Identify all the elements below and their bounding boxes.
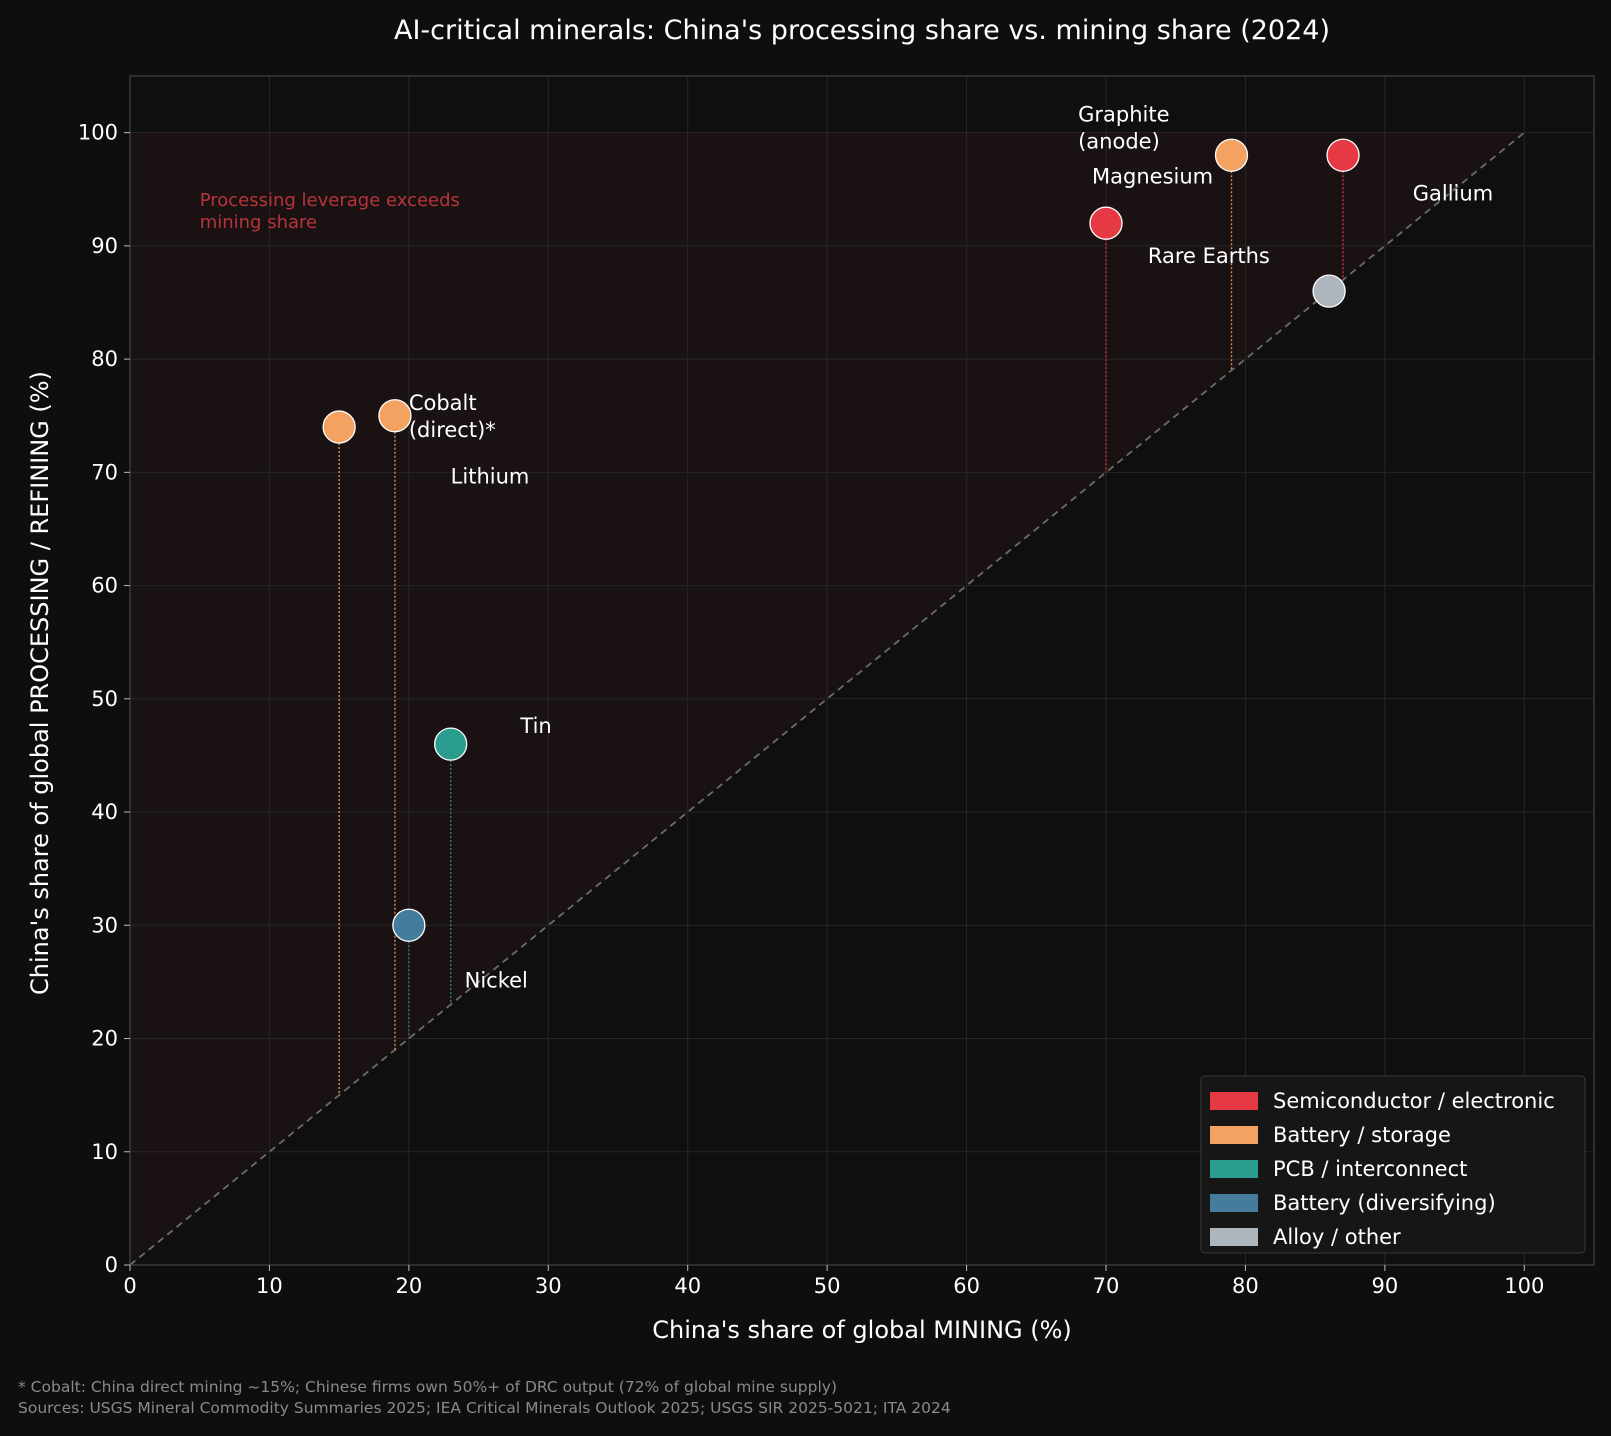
legend-swatch [1210, 1126, 1258, 1144]
y-tick-label: 20 [91, 1027, 118, 1051]
x-tick-label: 0 [123, 1274, 136, 1298]
x-tick-label: 60 [953, 1274, 980, 1298]
point-label: Tin [519, 714, 551, 738]
y-tick-label: 60 [91, 574, 118, 598]
data-point [392, 908, 426, 942]
y-tick-label: 40 [91, 800, 118, 824]
x-tick-label: 30 [535, 1274, 562, 1298]
point-label: Nickel [465, 969, 528, 993]
y-tick-label: 100 [78, 121, 118, 145]
point-label: Gallium [1413, 182, 1493, 206]
legend-label: Battery (diversifying) [1273, 1191, 1496, 1215]
plot-frame [129, 75, 1595, 1266]
legend-label: PCB / interconnect [1273, 1157, 1467, 1181]
x-tick-label: 90 [1371, 1274, 1398, 1298]
x-tick-label: 40 [674, 1274, 701, 1298]
data-point [1326, 138, 1360, 172]
legend-swatch [1210, 1228, 1258, 1246]
y-tick-label: 0 [105, 1253, 118, 1277]
legend-swatch [1210, 1160, 1258, 1178]
x-tick-label: 50 [814, 1274, 841, 1298]
data-point [322, 410, 356, 444]
x-tick-label: 70 [1093, 1274, 1120, 1298]
data-point [1312, 274, 1346, 308]
data-point [434, 727, 468, 761]
x-tick-label: 20 [395, 1274, 422, 1298]
x-axis-label: China's share of global MINING (%) [652, 1316, 1072, 1344]
legend-swatch [1210, 1092, 1258, 1110]
point-label: Rare Earths [1148, 244, 1270, 268]
leverage-annotation: Processing leverage exceeds mining share [200, 190, 460, 233]
legend-label: Semiconductor / electronic [1273, 1089, 1555, 1113]
legend-box [1200, 1075, 1586, 1254]
y-tick-label: 30 [91, 913, 118, 937]
point-label: Magnesium [1092, 165, 1213, 189]
data-point [378, 399, 412, 433]
legend-label: Alloy / other [1273, 1225, 1401, 1249]
chart-title: AI-critical minerals: China's processing… [394, 15, 1330, 46]
legend-label: Battery / storage [1273, 1123, 1451, 1147]
data-point [1089, 206, 1123, 240]
y-tick-label: 90 [91, 234, 118, 258]
y-tick-label: 70 [91, 460, 118, 484]
point-label: Cobalt (direct)* [409, 391, 496, 442]
y-tick-label: 50 [91, 687, 118, 711]
legend-swatch [1210, 1194, 1258, 1212]
legend: Semiconductor / electronic Battery / stor… [1200, 1075, 1586, 1254]
footnote-sources: Sources: USGS Mineral Commodity Summarie… [18, 1399, 951, 1417]
x-tick-label: 100 [1504, 1274, 1544, 1298]
point-label: Lithium [451, 465, 530, 489]
y-tick-label: 80 [91, 347, 118, 371]
point-label: Graphite (anode) [1078, 102, 1169, 153]
data-point [1214, 138, 1249, 172]
y-tick-label: 10 [91, 1140, 118, 1164]
footnote-cobalt: * Cobalt: China direct mining ~15%; Chin… [18, 1378, 837, 1396]
x-tick-label: 10 [256, 1274, 283, 1298]
x-tick-label: 80 [1232, 1274, 1259, 1298]
y-axis-label: China's share of global PROCESSING / REF… [26, 371, 54, 995]
